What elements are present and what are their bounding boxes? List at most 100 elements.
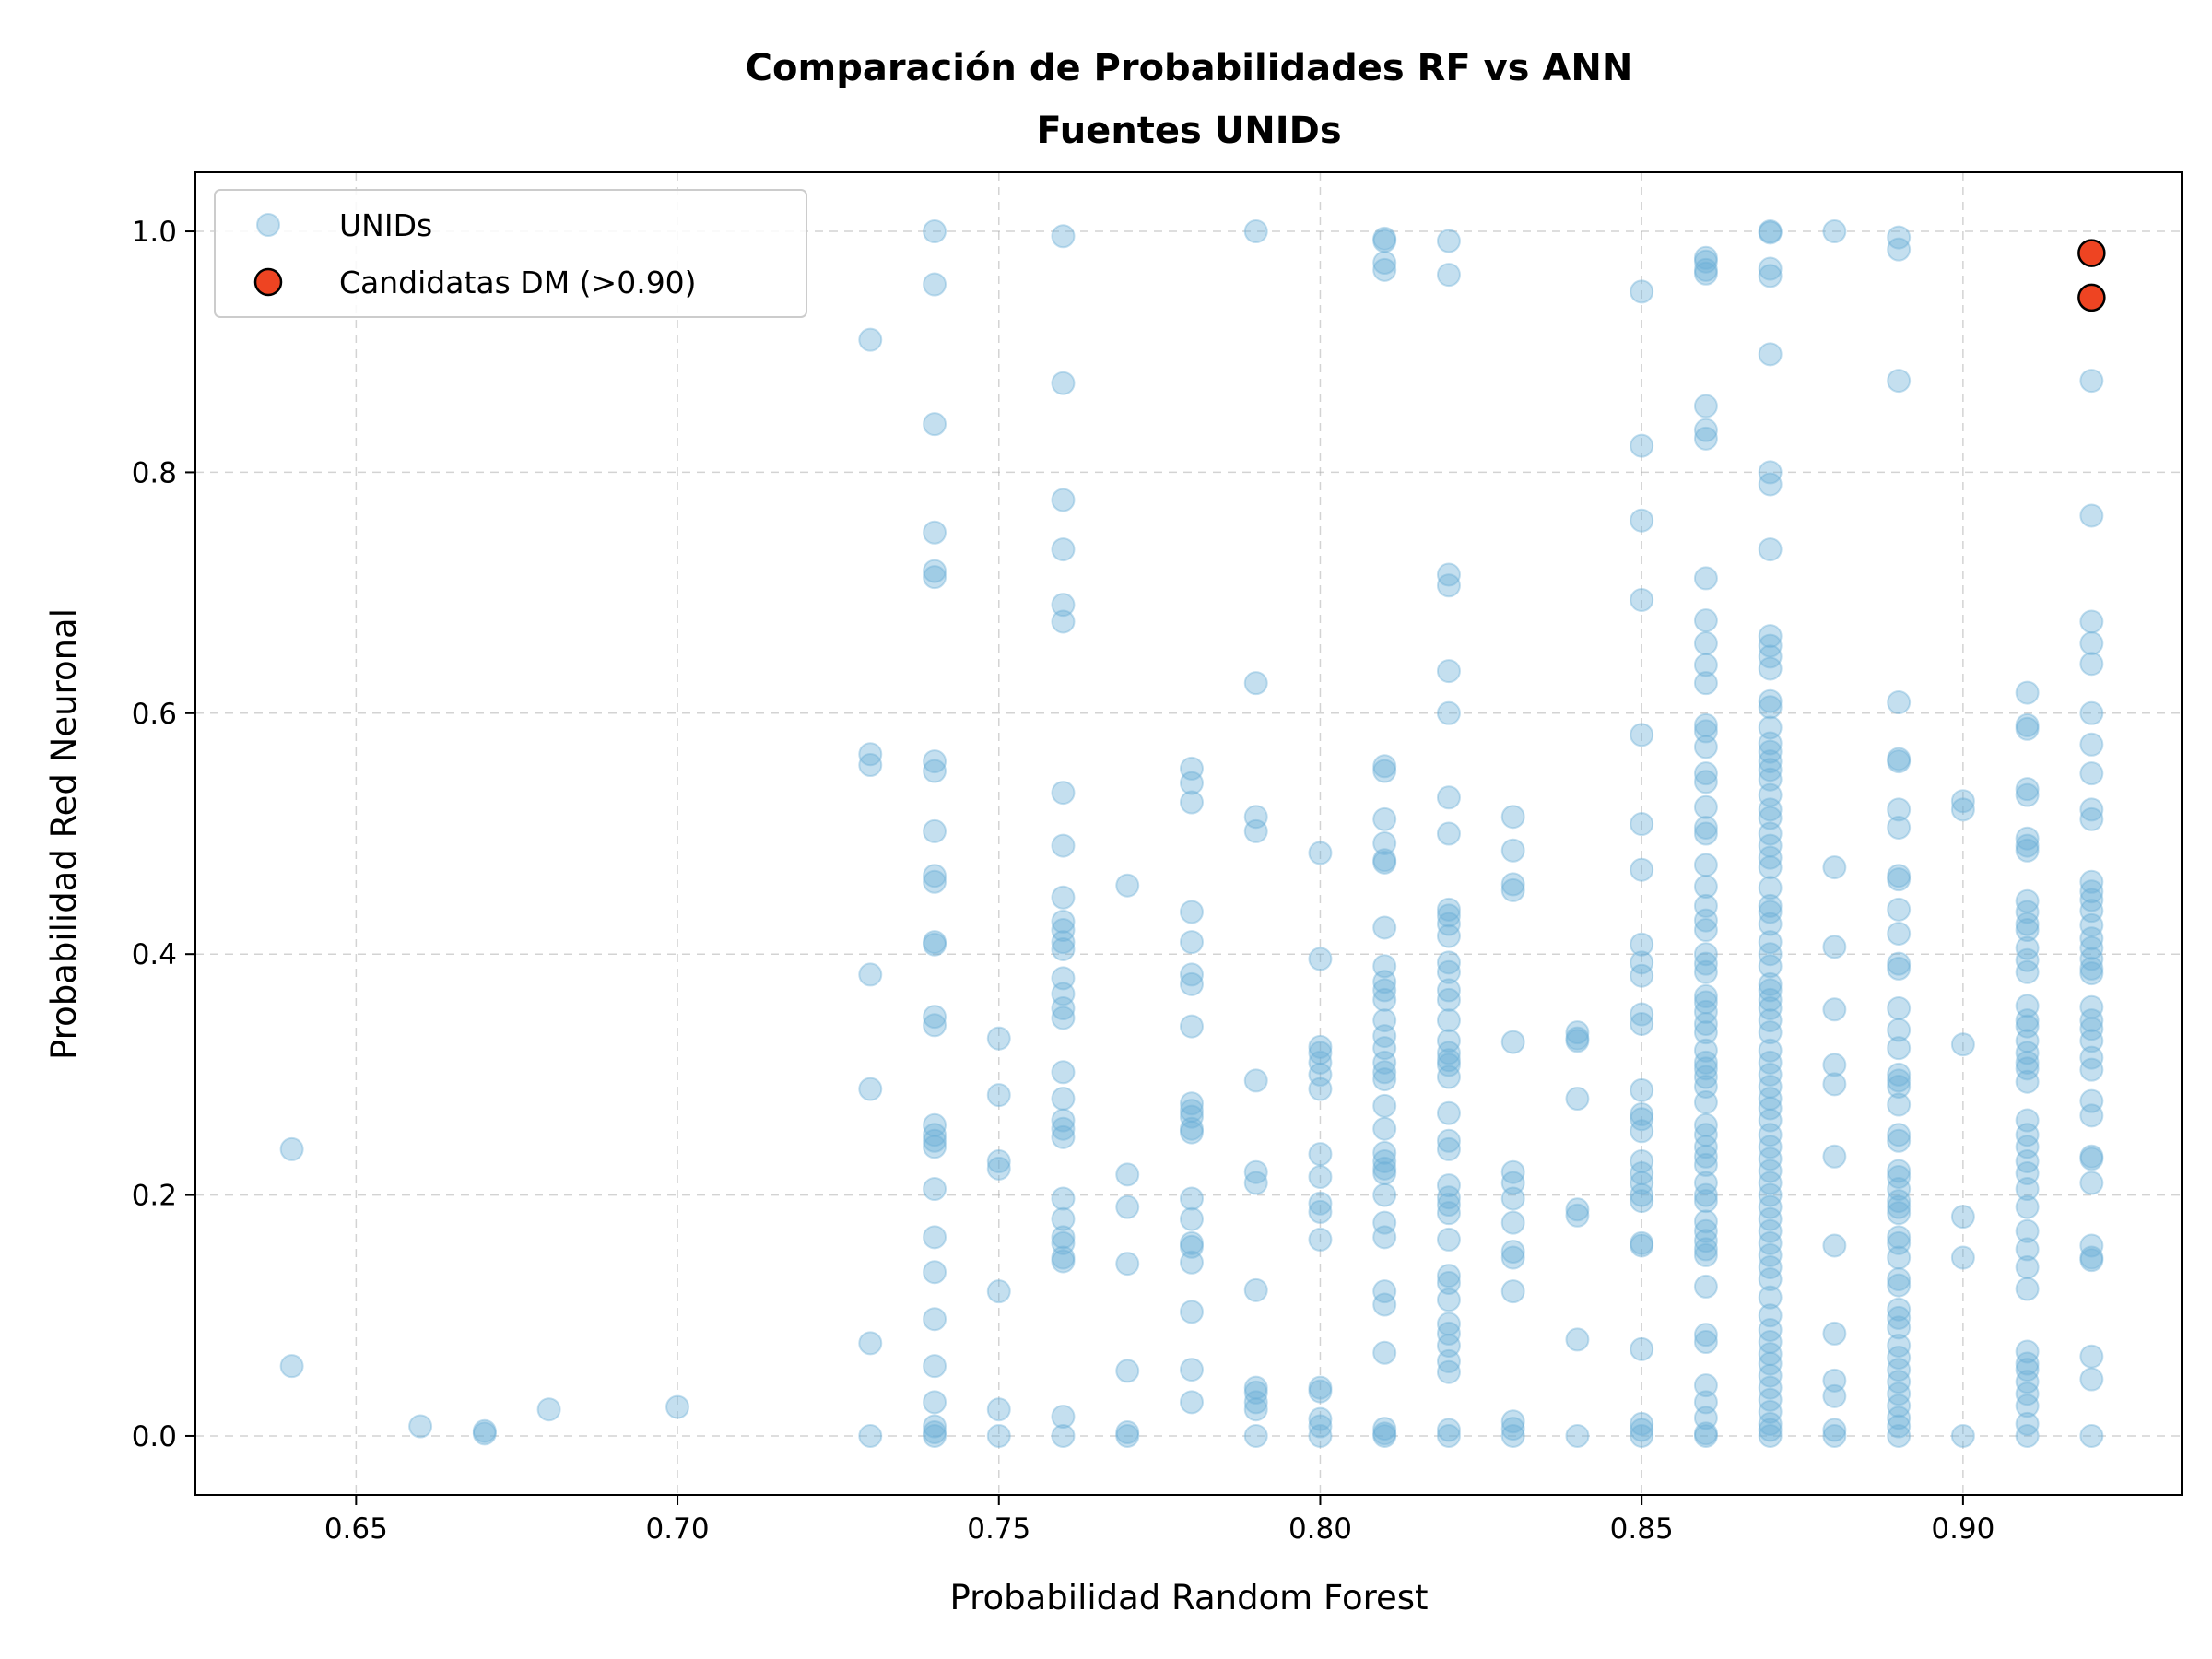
data-point-unid [1372,954,1397,979]
data-point-unid [1758,987,1783,1012]
data-point-unid [1500,1171,1525,1195]
data-point-unid [1372,806,1397,831]
data-point-unid [1822,1423,1847,1448]
data-point-unid [1630,1077,1654,1102]
data-point-unid [1758,1285,1783,1310]
data-point-unid [923,1128,947,1153]
data-point-unid [1887,1297,1912,1322]
data-point-unid [1693,942,1718,967]
data-point-unid [1372,1140,1397,1165]
data-point-unid [472,1418,497,1443]
data-point-unid [986,1026,1011,1051]
data-point-unid [1887,369,1912,394]
data-point-unid [1630,1336,1654,1361]
data-point-unid [1243,219,1268,244]
data-point-unid [2079,1147,2104,1171]
data-point-unid [1243,1390,1268,1415]
data-point-unid [1436,700,1461,725]
data-point-unid [1693,983,1718,1008]
data-point-unid [923,869,947,894]
data-point-unid [1758,1267,1783,1292]
data-point-unid [2079,879,2104,904]
data-point-unid [1758,656,1783,681]
data-point-unid [1758,900,1783,924]
data-point-unid [1693,1112,1718,1137]
data-point-unid [1758,1182,1783,1207]
data-point-unid [1051,1206,1076,1231]
data-point-unid [1887,1406,1912,1430]
data-point-unid [1887,1062,1912,1087]
data-point-unid [1693,1373,1718,1398]
data-point-unid [1758,1330,1783,1355]
data-point-unid [2015,833,2040,858]
data-point-unid [1630,587,1654,612]
data-point-unid [1436,1185,1461,1210]
data-point-unid [1693,1011,1718,1036]
data-point-unid [1051,1405,1076,1430]
data-point-unid [1372,1116,1397,1141]
data-point-unid [1051,1249,1076,1274]
data-point-unid [1758,954,1783,979]
data-point-unid [1758,1147,1783,1171]
data-point-unid [1630,1011,1654,1036]
data-point-unid [1630,1411,1654,1436]
data-point-unid [1565,1327,1590,1352]
data-point-unid [1887,1305,1912,1330]
data-point-unid [1308,1034,1333,1059]
data-point-unid [1051,996,1076,1021]
data-point-unid [1693,566,1718,591]
data-point-unid [1243,1380,1268,1405]
legend-box [214,189,807,318]
data-point-unid [279,1354,304,1379]
data-point-unid [2079,797,2104,822]
data-point-unid [2079,1233,2104,1258]
data-point-unid [1179,1120,1204,1145]
data-point-unid [1758,1038,1783,1063]
data-point-unid [1308,1164,1333,1189]
data-point-unid [1051,1245,1076,1270]
data-point-unid [1500,838,1525,863]
data-point-unid [1630,1102,1654,1127]
data-point-unid [1887,1382,1912,1406]
data-point-unid [858,327,883,352]
data-point-unid [1693,1144,1718,1169]
x-tick-label: 0.65 [324,1512,388,1546]
data-point-unid [2079,369,2104,394]
data-point-unid [1565,1029,1590,1053]
data-point-unid [2015,1358,2040,1382]
data-point-unid [1693,1390,1718,1415]
data-point-unid [1693,1274,1718,1299]
data-point-unid [923,930,947,955]
data-point-unid [2015,1029,2040,1053]
data-point-candidata [2077,239,2106,267]
data-point-unid [1436,959,1461,984]
data-point-unid [1693,608,1718,633]
data-point-unid [1693,249,1718,274]
data-point-unid [1887,1123,1912,1147]
data-point-unid [1887,1370,1912,1394]
data-point-unid [1758,1399,1783,1424]
data-point-unid [1758,1303,1783,1328]
data-point-unid [1630,857,1654,882]
data-point-unid [1179,971,1204,996]
data-point-unid [2015,918,2040,943]
data-point-unid [1758,833,1783,858]
data-point-unid [1179,1104,1204,1129]
data-point-unid [1887,815,1912,840]
data-point-unid [1051,1225,1076,1250]
data-point-unid [2079,1008,2104,1033]
data-point-unid [1758,1351,1783,1376]
data-point-unid [858,753,883,778]
data-point-unid [1758,1123,1783,1147]
data-point-unid [1822,1233,1847,1258]
data-point-unid [2015,1194,2040,1219]
data-point-unid [1758,1096,1783,1121]
data-point-unid [1372,1279,1397,1304]
data-point-unid [1308,947,1333,971]
data-point-unid [1950,1423,1975,1448]
data-point-unid [1500,1159,1525,1184]
data-point-unid [1693,853,1718,877]
data-point-unid [1436,1053,1461,1077]
data-point-unid [1950,1245,1975,1270]
data-point-unid [1822,1418,1847,1442]
